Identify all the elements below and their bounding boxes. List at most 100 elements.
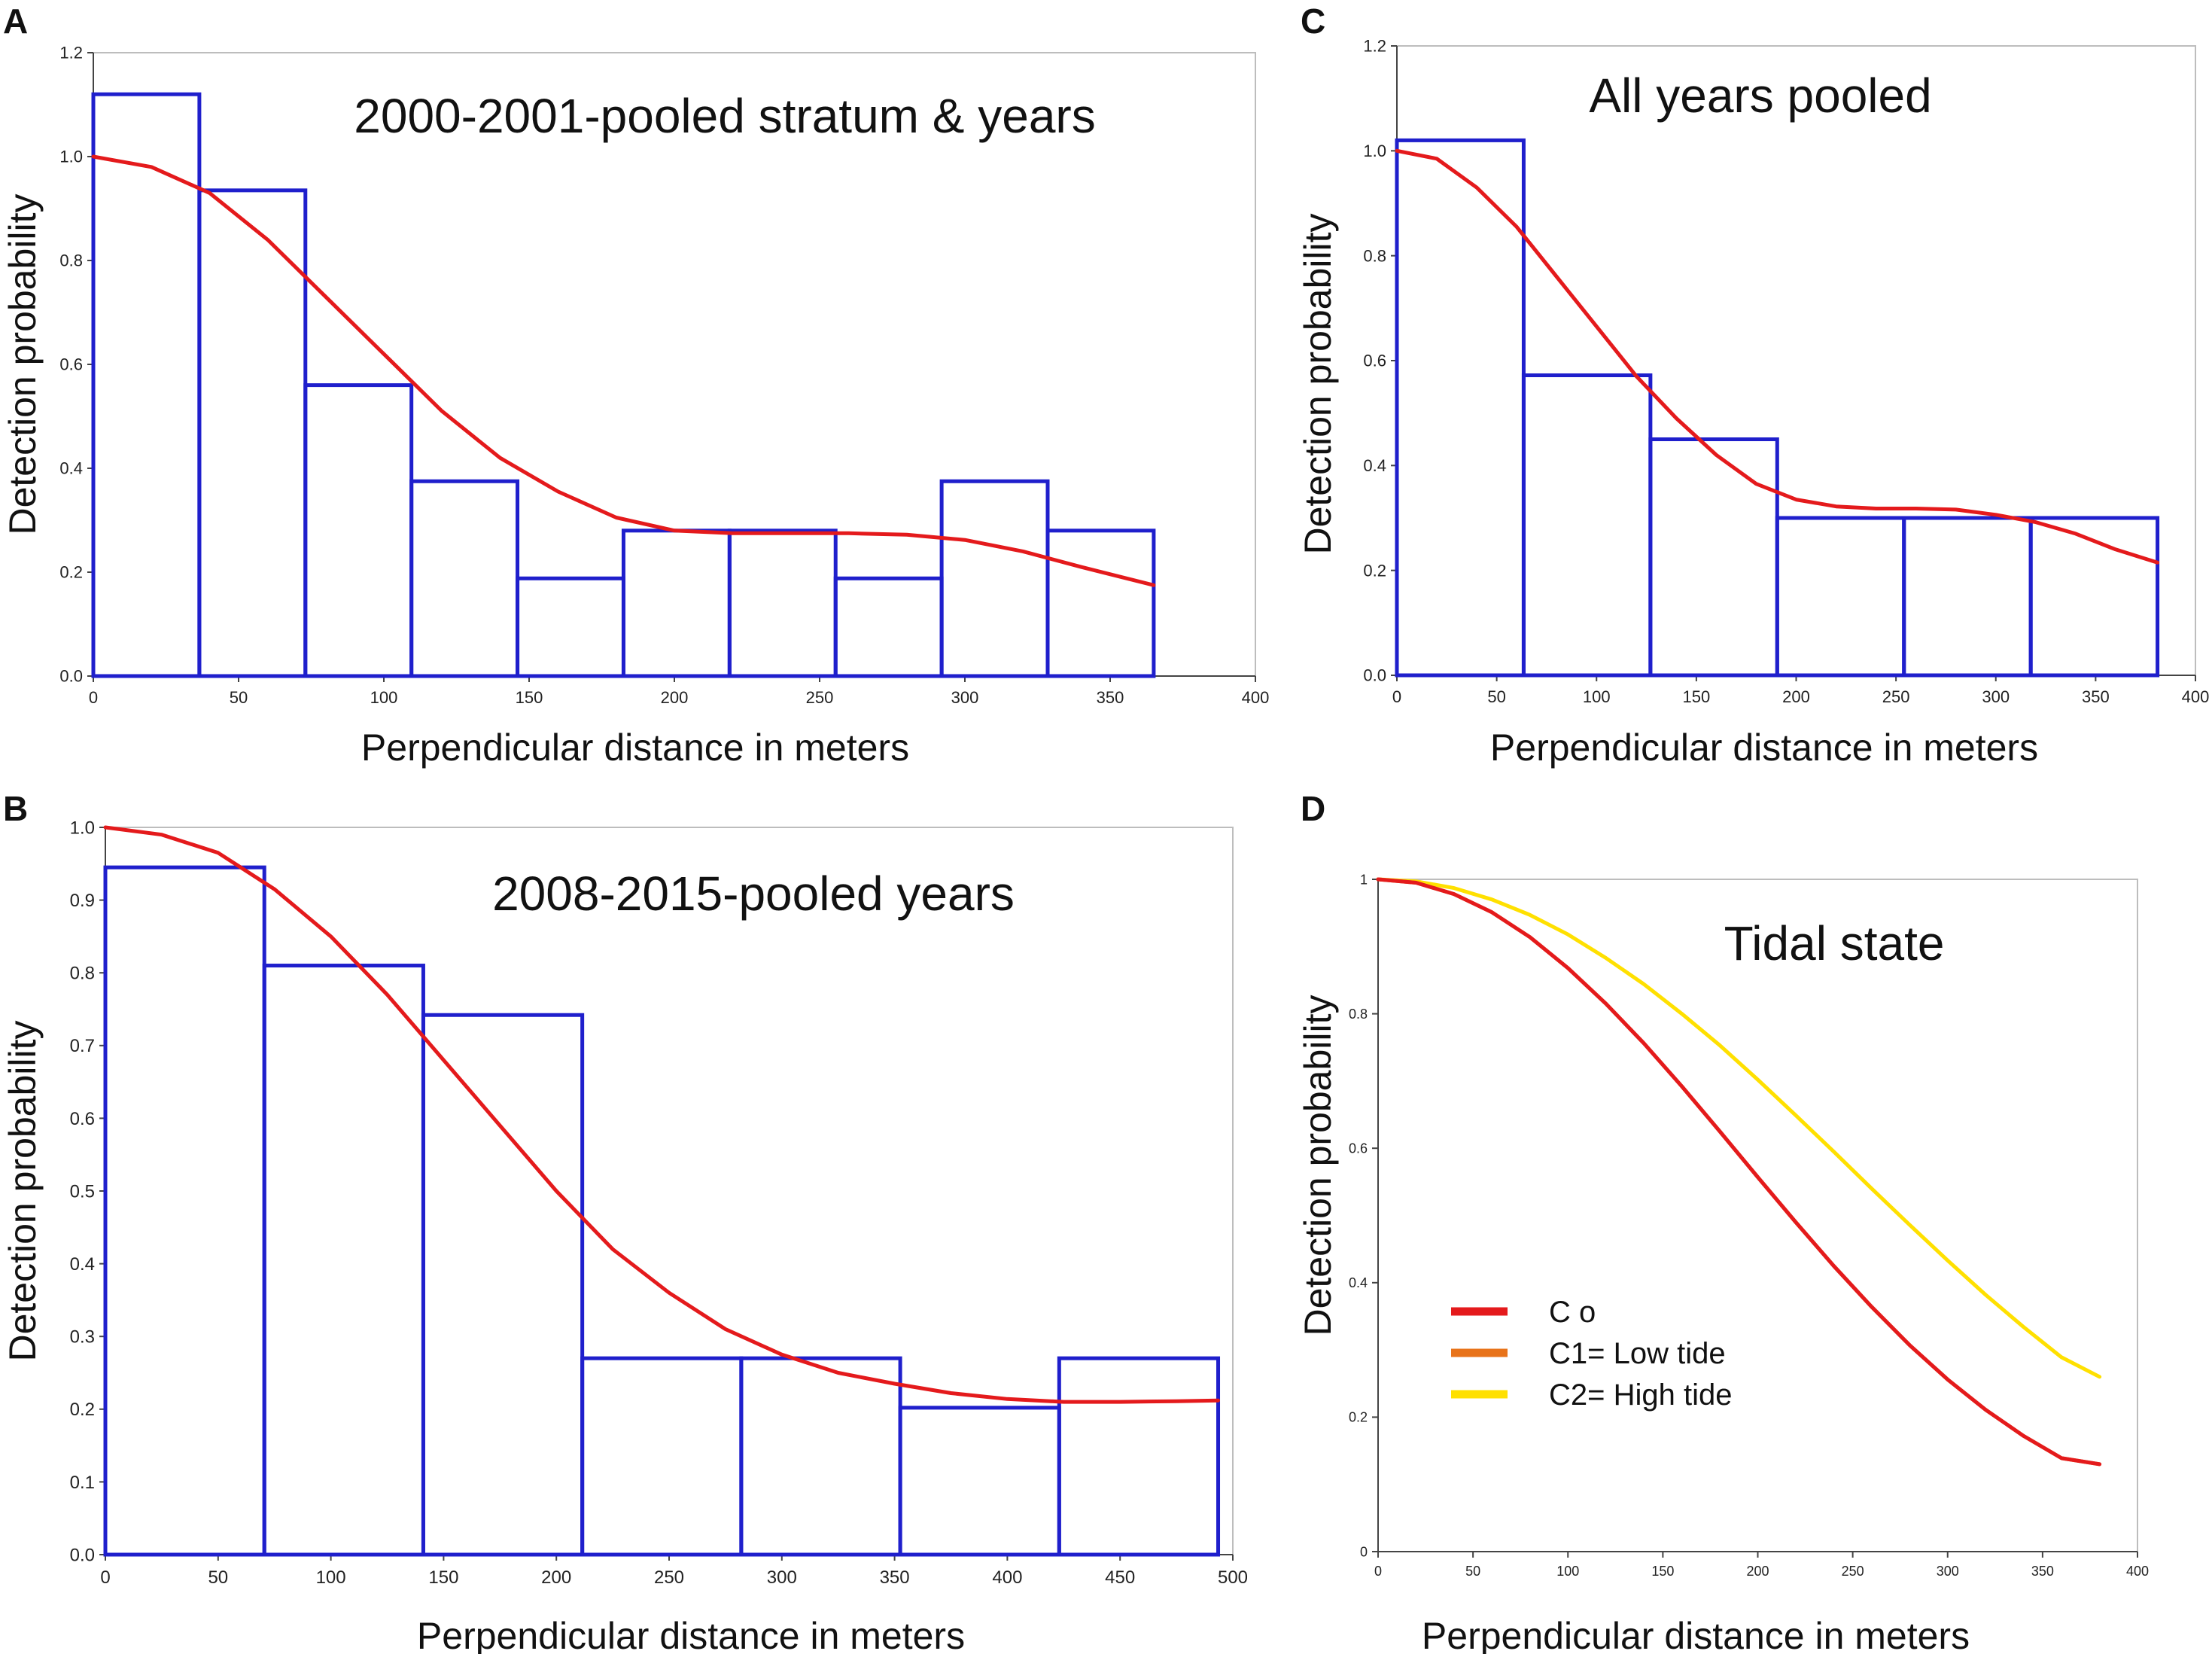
- x-tick-label: 450: [1105, 1567, 1135, 1588]
- legend-label: C1= Low tide: [1549, 1337, 1726, 1370]
- detection-curve: [103, 825, 1220, 1404]
- x-tick-label: 350: [2082, 687, 2110, 706]
- x-axis-label: Perpendicular distance in meters: [1422, 1615, 1970, 1654]
- x-tick-label: 200: [1746, 1564, 1769, 1579]
- chart-title: All years pooled: [1589, 69, 1931, 123]
- x-tick-label: 0: [100, 1567, 110, 1588]
- y-tick-label: 1.0: [70, 818, 95, 838]
- histogram-bar: [739, 1356, 902, 1557]
- histogram-bar: [898, 1406, 1061, 1557]
- y-tick-label: 0.3: [70, 1327, 95, 1348]
- x-axis-label: Perpendicular distance in meters: [417, 1615, 965, 1654]
- y-tick-label: 1.2: [1363, 37, 1386, 56]
- y-tick-label: 0.6: [1349, 1141, 1368, 1156]
- detection-curve: [91, 154, 1156, 587]
- x-tick-label: 200: [661, 688, 689, 707]
- histogram-bar: [1521, 373, 1653, 678]
- x-tick-label: 350: [2031, 1564, 2054, 1579]
- x-tick-label: 100: [370, 688, 398, 707]
- x-tick-label: 300: [1982, 687, 2010, 706]
- y-tick-label: 0.6: [59, 355, 83, 374]
- y-tick-label: 0.8: [1363, 246, 1386, 265]
- histogram-bar: [1775, 516, 1906, 678]
- y-tick-label: 1.0: [1363, 142, 1386, 160]
- histogram-bar: [303, 383, 414, 678]
- y-axis-label: Detection probability: [2, 193, 44, 535]
- y-tick-label: 0.7: [70, 1036, 95, 1056]
- x-tick-label: 150: [1683, 687, 1711, 706]
- legend-label: C2= High tide: [1549, 1378, 1732, 1412]
- histogram-bar: [1395, 138, 1526, 678]
- y-tick-label: 0.4: [70, 1254, 95, 1275]
- plot-area-a: [93, 52, 1256, 677]
- histogram-bar: [1045, 528, 1156, 678]
- x-tick-label: 0: [89, 688, 98, 707]
- histogram-bar: [103, 865, 266, 1557]
- y-tick-label: 0.8: [1349, 1007, 1368, 1022]
- y-tick-label: 0: [1360, 1544, 1368, 1559]
- x-tick-label: 300: [951, 688, 979, 707]
- x-tick-label: 350: [880, 1567, 910, 1588]
- histogram-bar: [1902, 516, 2033, 678]
- series-line: [1376, 877, 2102, 1467]
- x-tick-label: 500: [1218, 1567, 1248, 1588]
- x-tick-label: 100: [1556, 1564, 1579, 1579]
- y-tick-label: 0.8: [70, 964, 95, 984]
- x-tick-label: 100: [316, 1567, 346, 1588]
- y-tick-label: 1.2: [59, 44, 83, 62]
- x-tick-label: 150: [1651, 1564, 1674, 1579]
- panel-letter: D: [1301, 789, 1325, 828]
- y-tick-label: 0.2: [59, 563, 83, 582]
- x-tick-label: 300: [1937, 1564, 1959, 1579]
- series-line: [1376, 877, 2102, 1379]
- x-tick-label: 250: [1882, 687, 1910, 706]
- x-axis-label: Perpendicular distance in meters: [361, 726, 909, 769]
- plot-area-d: [1377, 879, 2138, 1552]
- y-axis-label: Detection probability: [2, 1020, 44, 1361]
- panel-c: 0 50 100 150 200 250 300 350 400 0.0 0.2 0.4 0.6 0.8 1…: [1297, 2, 2209, 769]
- legend: C o C1= Low tide C2= High tide: [1451, 1296, 1732, 1412]
- chart-title: 2008-2015-pooled years: [492, 867, 1015, 921]
- panel-letter: B: [3, 789, 28, 828]
- histogram-bar: [580, 1356, 744, 1557]
- detection-curve: [1395, 148, 2160, 565]
- y-tick-label: 1: [1360, 872, 1368, 887]
- histogram-bar: [409, 479, 520, 678]
- x-tick-label: 250: [654, 1567, 684, 1588]
- y-tick-label: 1.0: [59, 148, 83, 166]
- histogram-bar: [833, 576, 944, 678]
- histogram-bar: [2028, 516, 2160, 678]
- x-tick-label: 100: [1583, 687, 1611, 706]
- histogram-bar: [621, 528, 732, 678]
- x-tick-label: 200: [541, 1567, 571, 1588]
- y-axis-label: Detection probability: [1297, 995, 1339, 1336]
- panel-a: 0 50 100 150 200 250 300 350 400 0.0 0.2 0.4 0.6 0.8 1…: [2, 2, 1269, 769]
- y-tick-label: 0.4: [1363, 456, 1386, 475]
- y-tick-label: 0.6: [1363, 352, 1386, 370]
- x-tick-label: 50: [230, 688, 248, 707]
- y-tick-label: 0.2: [1349, 1410, 1368, 1425]
- panel-letter: A: [3, 2, 28, 41]
- plot-area-b: [105, 827, 1234, 1555]
- chart-title: 2000-2001-pooled stratum & years: [354, 89, 1095, 143]
- y-tick-label: 0.4: [1349, 1275, 1368, 1290]
- x-tick-label: 350: [1097, 688, 1124, 707]
- y-tick-label: 0.5: [70, 1181, 95, 1202]
- legend-label: C o: [1549, 1296, 1596, 1329]
- panel-d: 0 50 100 150 200 250 300 350 400 0 0.2 0.4 0.6 0.8 1 D T…: [1297, 789, 2149, 1654]
- x-tick-label: 200: [1782, 687, 1810, 706]
- x-tick-label: 150: [428, 1567, 458, 1588]
- histogram-bar: [516, 576, 625, 678]
- panel-letter: C: [1301, 2, 1325, 41]
- histogram-bar: [421, 1013, 585, 1557]
- chart-title: Tidal state: [1724, 916, 1945, 970]
- x-tick-label: 50: [1465, 1564, 1480, 1579]
- histogram-bar: [1057, 1356, 1221, 1557]
- y-tick-label: 0.4: [59, 459, 83, 478]
- histogram-bar: [939, 479, 1050, 678]
- histogram-bar: [1648, 437, 1779, 678]
- y-tick-label: 0.1: [70, 1473, 95, 1493]
- y-tick-label: 0.8: [59, 251, 83, 270]
- y-tick-label: 0.6: [70, 1109, 95, 1129]
- histogram-bar: [262, 964, 425, 1557]
